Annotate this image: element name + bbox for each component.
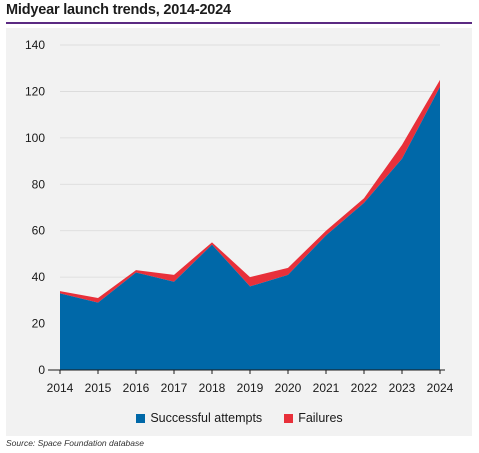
legend-swatch-success (136, 413, 146, 423)
legend-label-success: Successful attempts (150, 411, 263, 425)
chart-title: Midyear launch trends, 2014-2024 (6, 2, 231, 18)
y-tick-label: 20 (32, 317, 46, 331)
y-tick-label: 80 (32, 177, 46, 191)
y-tick-label: 140 (25, 38, 45, 52)
x-tick-label: 2020 (275, 381, 302, 395)
legend-label-failures: Failures (298, 411, 343, 425)
x-tick-label: 2018 (199, 381, 226, 395)
x-tick-label: 2022 (351, 381, 378, 395)
x-tick-label: 2023 (389, 381, 416, 395)
x-tick-label: 2021 (313, 381, 340, 395)
legend-item-failures: Failures (284, 411, 343, 425)
x-tick-label: 2019 (237, 381, 264, 395)
legend-item-success: Successful attempts (136, 411, 262, 425)
x-tick-label: 2024 (427, 381, 454, 395)
legend: Successful attempts Failures (0, 411, 479, 425)
x-tick-label: 2016 (123, 381, 150, 395)
x-tick-label: 2017 (161, 381, 188, 395)
x-tick-label: 2015 (85, 381, 112, 395)
y-tick-label: 100 (25, 131, 45, 145)
y-tick-label: 120 (25, 84, 45, 98)
x-tick-label: 2014 (47, 381, 74, 395)
source-note: Source: Space Foundation database (6, 438, 144, 448)
y-tick-label: 40 (32, 270, 46, 284)
y-tick-label: 60 (32, 224, 46, 238)
title-rule (6, 22, 472, 24)
y-tick-label: 0 (38, 363, 45, 377)
legend-swatch-failures (284, 413, 294, 423)
series-successful-attempts-area (60, 86, 440, 371)
